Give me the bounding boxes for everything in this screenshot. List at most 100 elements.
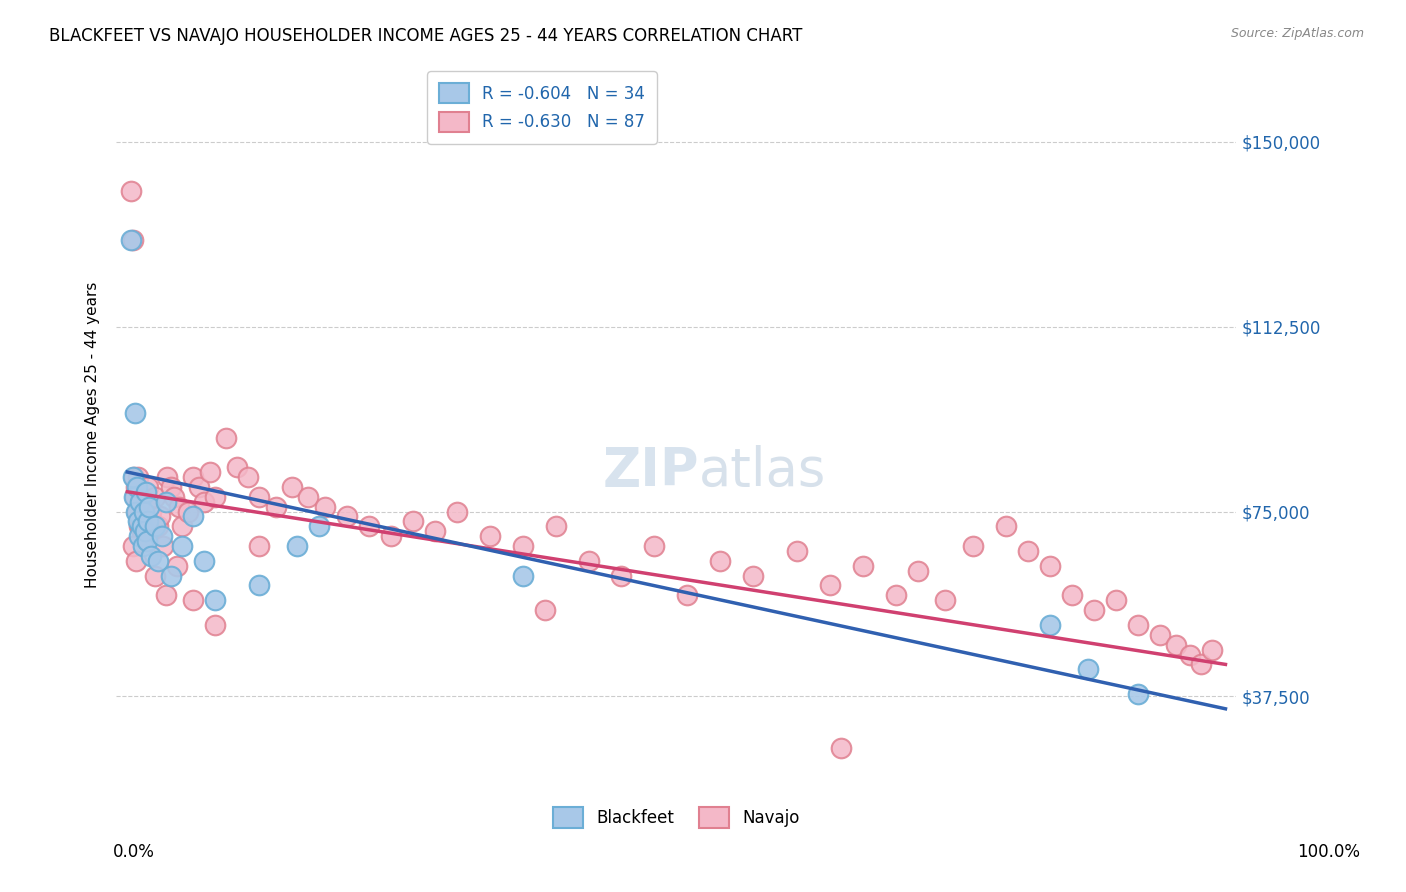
Point	[129, 519, 152, 533]
Point	[121, 470, 143, 484]
Point	[281, 480, 304, 494]
Point	[155, 494, 177, 508]
Point	[136, 514, 159, 528]
Point	[152, 539, 174, 553]
Point	[709, 554, 731, 568]
Point	[236, 470, 259, 484]
Y-axis label: Householder Income Ages 25 - 44 years: Householder Income Ages 25 - 44 years	[86, 282, 100, 588]
Text: 0.0%: 0.0%	[112, 843, 155, 861]
Point	[129, 494, 152, 508]
Point	[128, 519, 150, 533]
Point	[124, 406, 146, 420]
Point	[120, 184, 142, 198]
Point	[135, 484, 157, 499]
Point	[1201, 642, 1223, 657]
Legend: Blackfeet, Navajo: Blackfeet, Navajo	[547, 801, 807, 834]
Point	[120, 233, 142, 247]
Point	[512, 539, 534, 553]
Point	[131, 519, 153, 533]
Point	[134, 524, 156, 539]
Point	[380, 529, 402, 543]
Point	[181, 509, 204, 524]
Point	[172, 539, 194, 553]
Point	[125, 480, 148, 494]
Text: ZIP: ZIP	[602, 445, 699, 497]
Point	[136, 529, 159, 543]
Point	[478, 529, 501, 543]
Point	[544, 519, 567, 533]
Point	[167, 500, 190, 514]
Point	[131, 539, 153, 553]
Point	[138, 494, 160, 508]
Point	[132, 509, 155, 524]
Point	[155, 588, 177, 602]
Point	[204, 593, 226, 607]
Point	[204, 618, 226, 632]
Point	[160, 568, 183, 582]
Point	[1126, 618, 1149, 632]
Point	[125, 554, 148, 568]
Point	[131, 529, 153, 543]
Text: BLACKFEET VS NAVAJO HOUSEHOLDER INCOME AGES 25 - 44 YEARS CORRELATION CHART: BLACKFEET VS NAVAJO HOUSEHOLDER INCOME A…	[49, 27, 803, 45]
Point	[215, 430, 238, 444]
Point	[1149, 628, 1171, 642]
Point	[122, 470, 145, 484]
Point	[193, 554, 215, 568]
Point	[1077, 662, 1099, 676]
Point	[128, 529, 150, 543]
Point	[1180, 648, 1202, 662]
Point	[1060, 588, 1083, 602]
Point	[357, 519, 380, 533]
Point	[163, 490, 186, 504]
Point	[181, 593, 204, 607]
Text: Source: ZipAtlas.com: Source: ZipAtlas.com	[1230, 27, 1364, 40]
Point	[1039, 558, 1062, 573]
Point	[181, 470, 204, 484]
Point	[146, 519, 169, 533]
Point	[247, 539, 270, 553]
Point	[1104, 593, 1126, 607]
Point	[297, 490, 319, 504]
Point	[138, 500, 160, 514]
Point	[193, 494, 215, 508]
Point	[287, 539, 309, 553]
Point	[141, 504, 163, 518]
Point	[204, 490, 226, 504]
Point	[166, 558, 188, 573]
Point	[226, 460, 249, 475]
Point	[578, 554, 600, 568]
Point	[129, 494, 152, 508]
Point	[247, 490, 270, 504]
Point	[127, 514, 149, 528]
Point	[676, 588, 699, 602]
Point	[187, 480, 209, 494]
Point	[264, 500, 287, 514]
Point	[1083, 603, 1105, 617]
Point	[336, 509, 359, 524]
Point	[132, 504, 155, 518]
Point	[125, 504, 148, 518]
Point	[643, 539, 665, 553]
Point	[124, 490, 146, 504]
Point	[247, 578, 270, 592]
Point	[533, 603, 555, 617]
Point	[127, 504, 149, 518]
Point	[146, 554, 169, 568]
Point	[141, 549, 163, 563]
Point	[962, 539, 984, 553]
Point	[149, 509, 172, 524]
Point	[610, 568, 633, 582]
Point	[742, 568, 765, 582]
Point	[830, 741, 852, 756]
Point	[160, 480, 183, 494]
Point	[122, 490, 145, 504]
Point	[127, 480, 149, 494]
Point	[934, 593, 956, 607]
Point	[852, 558, 875, 573]
Point	[136, 514, 159, 528]
Point	[1189, 657, 1212, 672]
Point	[121, 539, 143, 553]
Point	[446, 504, 468, 518]
Point	[512, 568, 534, 582]
Point	[786, 544, 808, 558]
